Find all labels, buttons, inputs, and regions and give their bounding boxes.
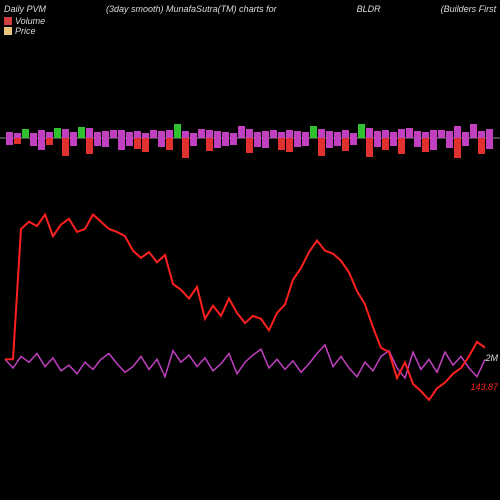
chart-header: Daily PVM (3day smooth) MunafaSutra(TM) …: [0, 4, 500, 14]
header-ticker: BLDR: [357, 4, 381, 14]
header-mid: (3day smooth) MunafaSutra(TM) charts for: [106, 4, 277, 14]
price-line-chart: [0, 190, 500, 420]
header-right: (Builders First: [441, 4, 497, 14]
legend-item-volume: Volume: [4, 16, 45, 26]
legend-label-volume: Volume: [15, 16, 45, 26]
legend-swatch-volume: [4, 17, 12, 25]
volume-bar-chart: [0, 108, 500, 168]
chart-legend: Volume Price: [4, 16, 45, 36]
legend-swatch-price: [4, 27, 12, 35]
legend-label-price: Price: [15, 26, 36, 36]
header-left: Daily PVM: [4, 4, 46, 14]
legend-item-price: Price: [4, 26, 45, 36]
axis-label-volume: 2M: [485, 353, 498, 363]
axis-label-price: 143.87: [470, 382, 498, 392]
